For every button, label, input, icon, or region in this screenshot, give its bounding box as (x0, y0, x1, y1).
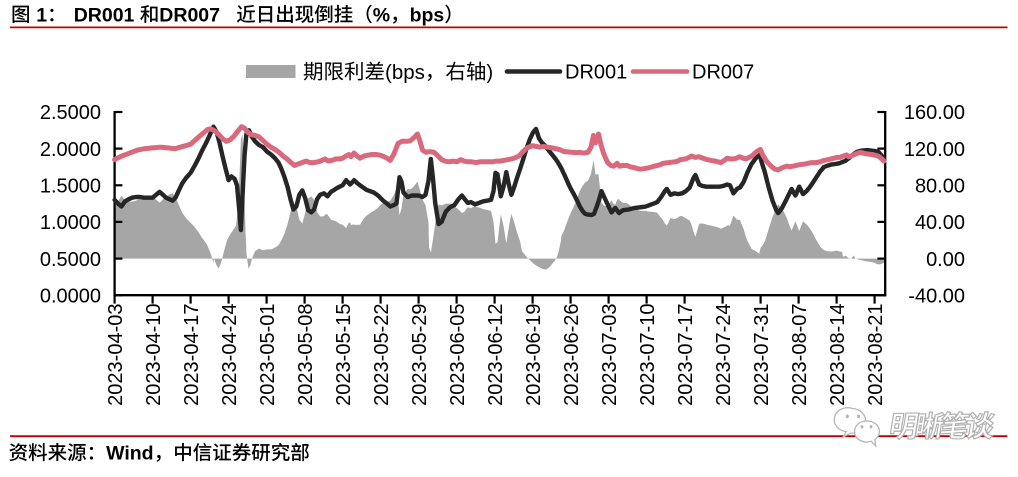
svg-text:DR007: DR007 (159, 4, 220, 26)
svg-text:2023-04-24: 2023-04-24 (219, 304, 241, 406)
svg-text:2023-07-24: 2023-07-24 (713, 304, 735, 406)
svg-text:bps: bps (410, 4, 445, 26)
svg-text:2023-04-17: 2023-04-17 (181, 304, 203, 406)
svg-text:2023-08-07: 2023-08-07 (789, 304, 811, 406)
svg-text:2023-07-03: 2023-07-03 (599, 304, 621, 406)
svg-text:DR001: DR001 (74, 4, 135, 26)
svg-text:0.00: 0.00 (926, 249, 965, 271)
svg-text:2023-06-05: 2023-06-05 (447, 304, 469, 406)
svg-text:2023-07-10: 2023-07-10 (637, 304, 659, 406)
svg-text:2023-08-21: 2023-08-21 (865, 304, 887, 406)
svg-text:-40.00: -40.00 (908, 285, 965, 307)
svg-text:Wind: Wind (106, 443, 153, 465)
svg-text:0.5000: 0.5000 (40, 249, 101, 271)
svg-text:2023-06-12: 2023-06-12 (485, 304, 507, 406)
svg-text:2023-06-26: 2023-06-26 (561, 304, 583, 406)
svg-text:2023-06-19: 2023-06-19 (523, 304, 545, 406)
svg-text:2023-07-17: 2023-07-17 (675, 304, 697, 406)
svg-text:2.5000: 2.5000 (40, 102, 101, 124)
svg-text:2023-04-03: 2023-04-03 (105, 304, 127, 406)
svg-text:): ) (486, 61, 493, 84)
svg-text:2023-05-08: 2023-05-08 (295, 304, 317, 406)
svg-text:2023-05-01: 2023-05-01 (257, 304, 279, 406)
svg-text:80.00: 80.00 (915, 176, 965, 198)
svg-text:0.0000: 0.0000 (40, 285, 101, 307)
svg-text:2023-04-10: 2023-04-10 (143, 304, 165, 406)
svg-text:160.00: 160.00 (904, 102, 965, 124)
svg-text:2023-08-14: 2023-08-14 (827, 304, 849, 406)
svg-text:2.0000: 2.0000 (40, 139, 101, 161)
svg-text:2023-07-31: 2023-07-31 (751, 304, 773, 406)
svg-text:DR007: DR007 (692, 62, 754, 84)
svg-text:1.5000: 1.5000 (40, 176, 101, 198)
svg-text:120.00: 120.00 (904, 139, 965, 161)
svg-text:%: % (373, 4, 390, 26)
svg-text:2023-05-15: 2023-05-15 (333, 304, 355, 406)
svg-text:(bps: (bps (385, 61, 425, 84)
svg-text:40.00: 40.00 (915, 212, 965, 234)
svg-text:2023-05-29: 2023-05-29 (409, 304, 431, 406)
svg-text:2023-05-22: 2023-05-22 (371, 304, 393, 406)
svg-text:1.0000: 1.0000 (40, 212, 101, 234)
svg-text:1: 1 (36, 4, 47, 26)
svg-text:DR001: DR001 (565, 62, 627, 84)
